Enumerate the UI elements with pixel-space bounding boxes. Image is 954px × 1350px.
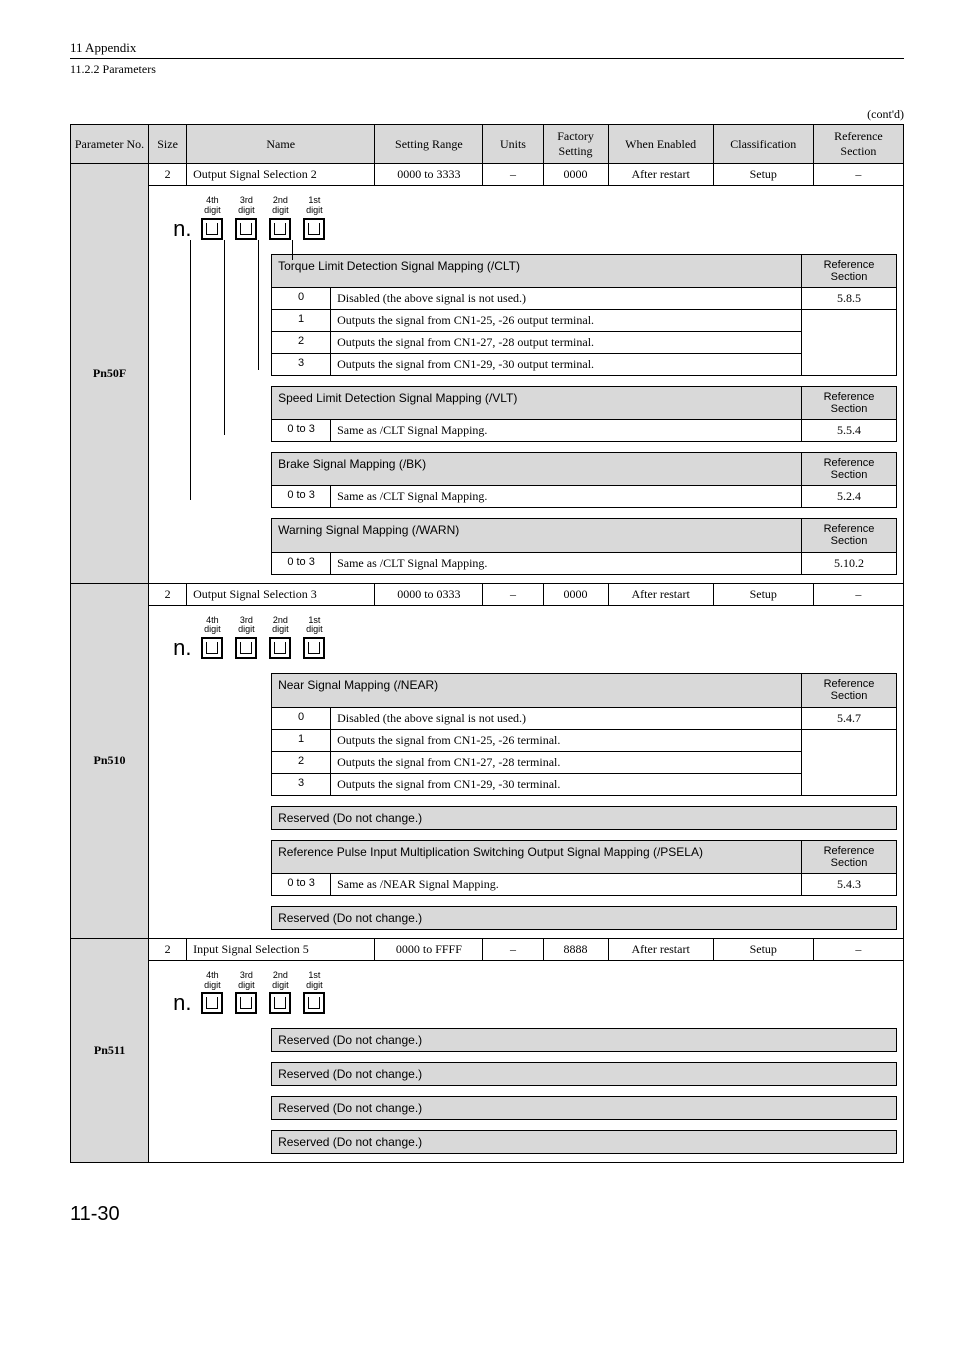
- pn511-name: Input Signal Selection 5: [187, 938, 375, 960]
- map-warn: Warning Signal Mapping (/WARN) Reference…: [271, 518, 897, 574]
- pn50f-digits: n. 4th digit 3rd digit 2nd digit 1st dig…: [161, 186, 903, 244]
- param-pn511: Pn511: [71, 938, 149, 1163]
- col-units: Units: [483, 125, 543, 164]
- pn510-size: 2: [149, 583, 187, 605]
- map-vlt: Speed Limit Detection Signal Mapping (/V…: [271, 386, 897, 442]
- map-bk: Brake Signal Mapping (/BK) Reference Sec…: [271, 452, 897, 508]
- map-bk-title: Brake Signal Mapping (/BK): [271, 452, 802, 486]
- col-param: Parameter No.: [71, 125, 149, 164]
- pn50f-units: –: [483, 164, 543, 186]
- pn510-class: Setup: [713, 583, 813, 605]
- map-psela: Reference Pulse Input Multiplication Swi…: [271, 840, 897, 896]
- chapter-title: 11 Appendix: [70, 40, 904, 56]
- pn511-factory: 8888: [543, 938, 608, 960]
- continued-label: (cont'd): [70, 107, 904, 122]
- col-factory: Factory Setting: [543, 125, 608, 164]
- pn510-reserved-1: Reserved (Do not change.): [271, 806, 897, 830]
- pn50f-name: Output Signal Selection 2: [187, 164, 375, 186]
- pn511-when: After restart: [608, 938, 713, 960]
- param-pn510: Pn510: [71, 583, 149, 938]
- pn511-size: 2: [149, 938, 187, 960]
- pn510-range: 0000 to 0333: [375, 583, 483, 605]
- map-clt-title: Torque Limit Detection Signal Mapping (/…: [271, 254, 802, 288]
- pn511-reserved-4: Reserved (Do not change.): [271, 1130, 897, 1154]
- pn510-when: After restart: [608, 583, 713, 605]
- map-clt-refhdr: Reference Section: [802, 254, 897, 288]
- pn511-reserved-3: Reserved (Do not change.): [271, 1096, 897, 1120]
- pn510-digits: n. 4th digit 3rd digit 2nd digit 1st dig…: [161, 606, 903, 664]
- pn510-reserved-2: Reserved (Do not change.): [271, 906, 897, 930]
- col-name: Name: [187, 125, 375, 164]
- pn511-range: 0000 to FFFF: [375, 938, 483, 960]
- pn511-reserved-1: Reserved (Do not change.): [271, 1028, 897, 1052]
- pn50f-when: After restart: [608, 164, 713, 186]
- pn510-units: –: [483, 583, 543, 605]
- pn511-reserved-2: Reserved (Do not change.): [271, 1062, 897, 1086]
- col-ref: Reference Section: [813, 125, 903, 164]
- map-psela-title: Reference Pulse Input Multiplication Swi…: [271, 840, 802, 874]
- param-pn50f: Pn50F: [71, 164, 149, 584]
- parameter-table: Parameter No. Size Name Setting Range Un…: [70, 124, 904, 1163]
- pn510-factory: 0000: [543, 583, 608, 605]
- col-size: Size: [149, 125, 187, 164]
- page-number: 11-30: [70, 1203, 904, 1226]
- pn510-name: Output Signal Selection 3: [187, 583, 375, 605]
- map-near: Near Signal Mapping (/NEAR) Reference Se…: [271, 673, 897, 795]
- header-rule: [70, 58, 904, 59]
- pn50f-size: 2: [149, 164, 187, 186]
- col-setting: Setting Range: [375, 125, 483, 164]
- n-prefix: n.: [173, 218, 191, 240]
- pn511-units: –: [483, 938, 543, 960]
- pn50f-class: Setup: [713, 164, 813, 186]
- pn511-class: Setup: [713, 938, 813, 960]
- pn50f-factory: 0000: [543, 164, 608, 186]
- map-vlt-title: Speed Limit Detection Signal Mapping (/V…: [271, 386, 802, 420]
- pn511-ref: –: [813, 938, 903, 960]
- col-class: Classification: [713, 125, 813, 164]
- pn510-ref: –: [813, 583, 903, 605]
- section-title: 11.2.2 Parameters: [70, 62, 904, 77]
- pn50f-range: 0000 to 3333: [375, 164, 483, 186]
- pn50f-ref: –: [813, 164, 903, 186]
- map-clt: Torque Limit Detection Signal Mapping (/…: [271, 254, 897, 376]
- map-warn-title: Warning Signal Mapping (/WARN): [271, 518, 802, 552]
- map-near-title: Near Signal Mapping (/NEAR): [271, 673, 802, 707]
- col-when: When Enabled: [608, 125, 713, 164]
- pn511-digits: n. 4th digit 3rd digit 2nd digit 1st dig…: [161, 961, 903, 1019]
